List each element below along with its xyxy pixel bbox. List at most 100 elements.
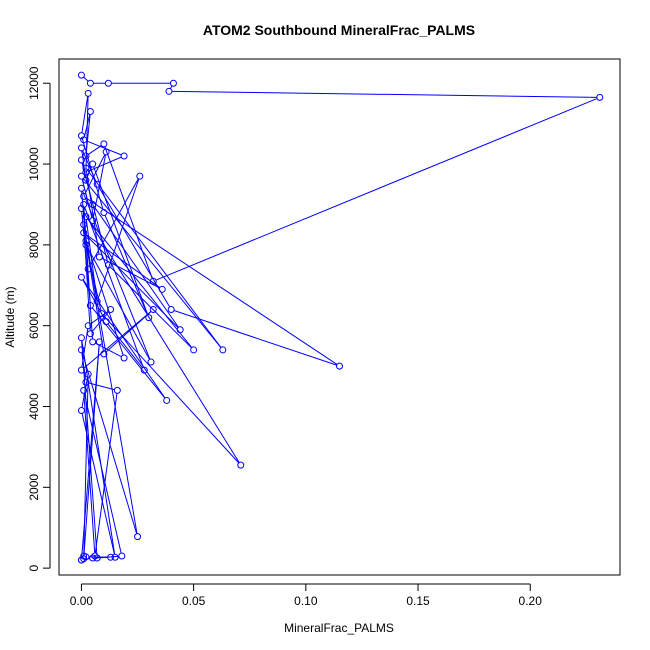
data-point: [77, 172, 85, 180]
data-point: [120, 354, 128, 362]
data-point: [596, 93, 604, 101]
series-segment: [83, 76, 89, 82]
y-tick-label: 2000: [27, 474, 41, 501]
data-point: [82, 176, 90, 184]
x-axis-label: MineralFrac_PALMS: [284, 621, 394, 635]
data-point: [95, 338, 103, 346]
x-tick-label: 0.05: [182, 594, 206, 608]
data-point: [77, 407, 85, 415]
data-point: [91, 552, 99, 560]
data-point: [158, 285, 166, 293]
data-point: [100, 140, 108, 148]
series-segment: [81, 162, 109, 263]
data-point: [163, 396, 171, 404]
data-point: [89, 160, 97, 168]
chart-title: ATOM2 Southbound MineralFrac_PALMS: [203, 22, 475, 38]
data-point: [165, 87, 173, 95]
series-segment: [81, 96, 89, 133]
data-point: [93, 554, 101, 562]
data-point: [86, 301, 94, 309]
series-segment: [82, 279, 166, 399]
y-tick-label: 12000: [27, 66, 41, 100]
data-point: [86, 79, 94, 87]
data-point: [80, 229, 88, 237]
series-segment: [91, 307, 166, 399]
series-segment: [88, 145, 102, 155]
data-point: [145, 314, 153, 322]
series-segment: [83, 393, 122, 554]
data-point: [77, 273, 85, 281]
data-series: [77, 71, 604, 564]
data-point: [102, 318, 110, 326]
data-point: [80, 386, 88, 394]
data-point: [104, 261, 112, 269]
series-segment: [81, 377, 89, 408]
series-segment: [87, 170, 222, 348]
data-point: [118, 552, 126, 560]
x-tick-label: 0.15: [406, 594, 430, 608]
series-segment: [89, 178, 139, 267]
series-segment: [82, 210, 240, 463]
data-point: [149, 306, 157, 314]
series-segment: [81, 340, 116, 555]
data-point: [111, 553, 119, 561]
data-point: [84, 265, 92, 273]
data-point: [140, 366, 148, 374]
data-point: [82, 152, 90, 160]
y-tick-label: 8000: [27, 231, 41, 258]
data-point: [336, 362, 343, 370]
data-point: [77, 132, 85, 140]
data-point: [77, 556, 85, 564]
x-tick-label: 0.10: [294, 594, 318, 608]
data-point: [147, 358, 155, 366]
plot-frame: [58, 58, 621, 576]
y-tick-label: 6000: [27, 312, 41, 339]
series-segment: [82, 190, 151, 360]
y-axis-label: Altitude (m): [3, 286, 17, 347]
data-point: [77, 144, 85, 152]
series-segment: [155, 98, 598, 281]
data-point: [176, 326, 184, 334]
data-point: [98, 310, 106, 318]
data-point: [104, 79, 112, 87]
series-segment: [83, 393, 96, 554]
series-segment: [93, 206, 179, 328]
data-point: [89, 217, 97, 225]
series-segment: [85, 243, 104, 352]
data-point: [77, 334, 85, 342]
data-point: [82, 213, 90, 221]
series-segment: [82, 178, 222, 348]
data-point: [80, 192, 88, 200]
series-segment: [85, 96, 89, 170]
data-point: [84, 89, 92, 97]
x-tick-label: 0.00: [70, 594, 94, 608]
y-tick-label: 0: [27, 564, 41, 571]
series-segment: [81, 344, 100, 558]
data-point: [77, 366, 85, 374]
series-segment: [87, 218, 193, 348]
data-point: [82, 241, 90, 249]
series-segment: [83, 207, 93, 339]
data-point: [84, 370, 92, 378]
data-point: [95, 253, 103, 261]
x-axis: 0.00 0.05 0.10 0.15 0.20: [70, 583, 542, 608]
data-point: [100, 350, 108, 358]
series-segment: [81, 413, 115, 555]
data-point: [107, 306, 115, 314]
data-point: [86, 108, 94, 116]
data-point: [89, 338, 97, 346]
data-point: [77, 184, 85, 192]
y-tick-label: 4000: [27, 393, 41, 420]
data-point: [149, 277, 157, 285]
data-point: [219, 346, 227, 354]
data-point: [100, 209, 108, 217]
data-point: [89, 554, 97, 562]
data-point: [80, 221, 88, 229]
data-point: [77, 156, 85, 164]
series-segment: [83, 311, 152, 369]
series-segment: [86, 247, 150, 360]
series-segment: [82, 279, 106, 320]
series-segment: [85, 197, 338, 365]
data-point: [77, 346, 85, 354]
